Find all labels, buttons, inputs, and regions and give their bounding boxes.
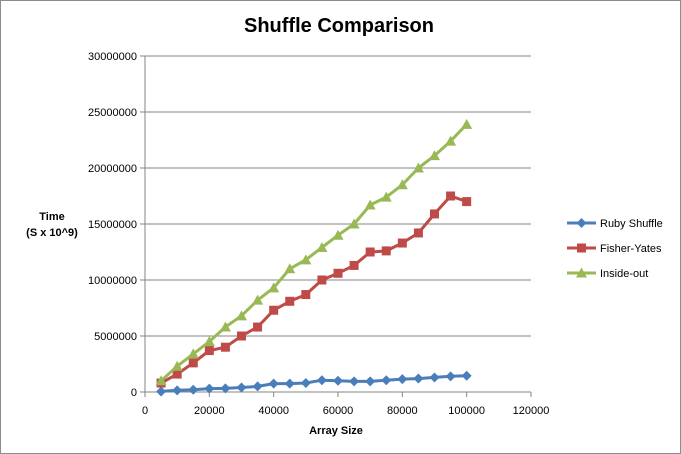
- legend-marker-fisher-yates: [577, 243, 586, 253]
- data-point-ruby-shuffle: [300, 378, 311, 389]
- gridlines: [145, 55, 531, 337]
- data-point-ruby-shuffle: [316, 375, 327, 386]
- data-point-fisher-yates: [446, 191, 456, 201]
- data-point-inside-out: [316, 242, 328, 253]
- data-point-fisher-yates: [349, 260, 359, 270]
- data-point-fisher-yates: [285, 296, 295, 306]
- x-axis-title: Array Size: [309, 425, 363, 437]
- y-tick-label: 25000000: [88, 107, 137, 119]
- data-point-inside-out: [380, 191, 392, 202]
- data-point-inside-out: [236, 310, 247, 321]
- data-point-fisher-yates: [462, 197, 472, 207]
- data-point-fisher-yates: [253, 322, 263, 332]
- data-point-inside-out: [461, 118, 473, 129]
- axes: 0 5000000 10000000 15000000 20000000 25000000…: [88, 51, 549, 417]
- data-point-inside-out: [300, 254, 312, 265]
- data-point-inside-out: [203, 336, 215, 347]
- legend: Ruby Shuffle Fisher-Yates Inside-out: [567, 218, 663, 280]
- data-point-fisher-yates: [333, 268, 343, 278]
- data-point-inside-out: [252, 294, 264, 305]
- data-point-inside-out: [445, 135, 457, 146]
- data-point-ruby-shuffle: [188, 384, 199, 395]
- data-point-ruby-shuffle: [172, 385, 183, 396]
- data-point-fisher-yates: [204, 346, 214, 356]
- y-tick-label: 10000000: [88, 275, 137, 287]
- data-point-inside-out: [171, 360, 183, 371]
- data-point-fisher-yates: [397, 238, 407, 248]
- data-point-fisher-yates: [317, 275, 327, 285]
- series-inside-out: [155, 118, 473, 386]
- y-tick-label: 20000000: [88, 163, 137, 175]
- data-point-ruby-shuffle: [397, 374, 408, 385]
- x-tick-label: 100000: [448, 405, 485, 417]
- y-tick-label: 15000000: [88, 219, 137, 231]
- chart-title: Shuffle Comparison: [244, 15, 434, 37]
- legend-label-fisher-yates: Fisher-Yates: [600, 243, 662, 255]
- data-point-inside-out: [219, 321, 231, 332]
- data-point-ruby-shuffle: [461, 370, 472, 381]
- data-point-fisher-yates: [365, 247, 375, 257]
- data-point-fisher-yates: [220, 342, 230, 352]
- data-point-ruby-shuffle: [349, 376, 360, 387]
- y-tick-label: 5000000: [94, 331, 137, 343]
- data-point-inside-out: [155, 375, 167, 386]
- data-point-fisher-yates: [430, 209, 439, 219]
- data-point-fisher-yates: [301, 290, 311, 300]
- data-point-ruby-shuffle: [156, 386, 167, 397]
- data-point-inside-out: [396, 179, 408, 190]
- series-group: [155, 118, 473, 397]
- y-axis-title-line-2: (S x 10^9): [26, 227, 78, 239]
- data-point-inside-out: [364, 199, 376, 210]
- data-point-fisher-yates: [237, 331, 246, 341]
- data-point-ruby-shuffle: [333, 375, 343, 386]
- x-tick-label: 80000: [387, 405, 418, 417]
- x-tick-label: 20000: [194, 405, 225, 417]
- x-tick-label: 40000: [258, 405, 289, 417]
- data-point-fisher-yates: [188, 358, 198, 368]
- series-fisher-yates: [156, 191, 472, 388]
- data-point-ruby-shuffle: [220, 383, 231, 394]
- y-axis-title-line-1: Time: [39, 211, 64, 223]
- data-point-ruby-shuffle: [381, 375, 392, 386]
- data-point-ruby-shuffle: [268, 378, 279, 389]
- data-point-fisher-yates: [269, 305, 279, 315]
- data-point-inside-out: [412, 162, 424, 173]
- x-tick-label: 120000: [513, 405, 550, 417]
- legend-label-inside-out: Inside-out: [600, 268, 648, 280]
- data-point-inside-out: [348, 218, 360, 229]
- data-point-inside-out: [187, 348, 199, 359]
- data-point-ruby-shuffle: [429, 372, 440, 383]
- data-point-inside-out: [284, 263, 296, 274]
- legend-item-fisher-yates: Fisher-Yates: [567, 243, 662, 255]
- data-point-fisher-yates: [172, 369, 182, 379]
- legend-marker-inside-out: [576, 267, 587, 278]
- y-tick-label: 30000000: [88, 51, 137, 63]
- y-tick-label: 0: [131, 387, 137, 399]
- data-point-fisher-yates: [381, 246, 391, 256]
- data-point-ruby-shuffle: [252, 381, 263, 392]
- x-tick-label: 60000: [323, 405, 354, 417]
- legend-item-ruby-shuffle: Ruby Shuffle: [567, 218, 663, 230]
- data-point-ruby-shuffle: [413, 373, 424, 384]
- data-point-ruby-shuffle: [445, 371, 456, 382]
- data-point-ruby-shuffle: [236, 382, 247, 393]
- data-point-ruby-shuffle: [365, 376, 376, 387]
- data-point-inside-out: [332, 229, 344, 240]
- data-point-fisher-yates: [413, 228, 423, 238]
- series-ruby-shuffle: [156, 370, 472, 397]
- data-point-ruby-shuffle: [204, 383, 215, 394]
- data-point-inside-out: [429, 150, 440, 161]
- legend-item-inside-out: Inside-out: [567, 267, 648, 280]
- legend-marker-ruby-shuffle: [576, 218, 587, 228]
- x-tick-label: 0: [142, 405, 148, 417]
- legend-label-ruby-shuffle: Ruby Shuffle: [600, 218, 663, 230]
- data-point-ruby-shuffle: [284, 378, 295, 389]
- data-point-inside-out: [268, 282, 280, 293]
